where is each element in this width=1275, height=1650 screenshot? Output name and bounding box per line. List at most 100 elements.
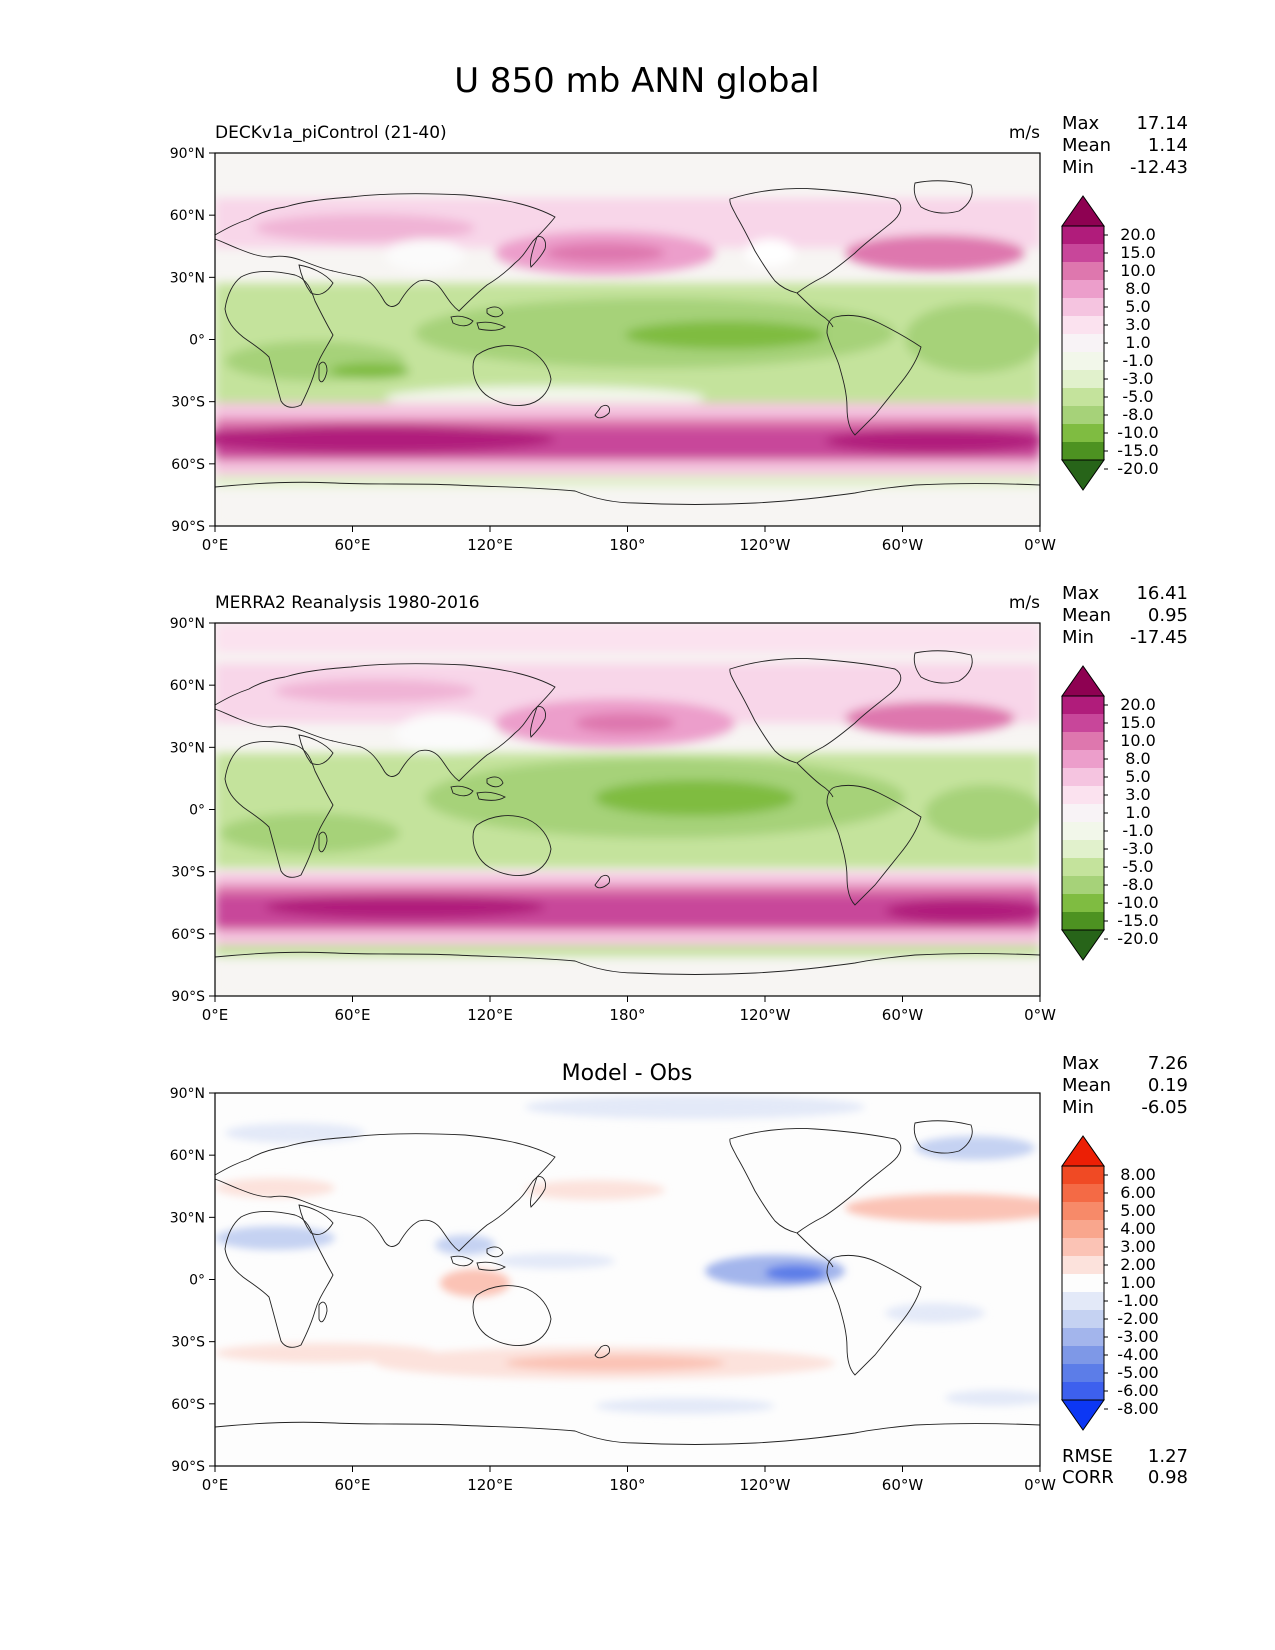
colorbar-segment (1062, 1238, 1104, 1256)
colorbar-extend-bottom (1061, 1399, 1105, 1431)
colorbar-level-label: 3.0 (1125, 785, 1150, 804)
colorbar-level-label: 15.0 (1120, 243, 1156, 262)
colorbar-segment (1062, 442, 1104, 460)
colorbar-segment (1062, 1166, 1104, 1184)
colorbar-segment (1062, 750, 1104, 768)
colorbar-level-label: 4.00 (1120, 1219, 1156, 1238)
lon-tick-label: 120°W (740, 1006, 791, 1024)
colorbar-segment (1062, 298, 1104, 316)
lat-tick-label: 30°S (171, 1335, 205, 1351)
corr-value: 0.98 (1148, 1467, 1188, 1488)
colorbar-level-label: -1.00 (1117, 1291, 1158, 1310)
stat-max-value: 17.14 (1136, 113, 1188, 134)
colorbar-level-label: 6.00 (1120, 1183, 1156, 1202)
colorbar-segment (1062, 1256, 1104, 1274)
stat-mean-label: Mean (1062, 135, 1111, 156)
colorbar-segment (1062, 334, 1104, 352)
stat-max-label: Max (1062, 113, 1100, 134)
colorbar-level-label: -5.0 (1122, 387, 1153, 406)
lat-tick-label: 90°S (171, 989, 205, 1005)
colorbar-level-label: -2.00 (1117, 1309, 1158, 1328)
colorbar-segment (1062, 714, 1104, 732)
lat-tick-label: 90°S (171, 1459, 205, 1475)
lat-tick-label: 90°S (171, 519, 205, 535)
colorbar-level-label: 1.0 (1125, 333, 1150, 352)
lon-tick-label: 120°W (740, 1476, 791, 1494)
colorbar-level-label: -15.0 (1117, 911, 1158, 930)
colorbar-extend-top (1061, 1135, 1105, 1167)
colorbar-segment (1062, 876, 1104, 894)
colorbar-level-label: -1.0 (1122, 821, 1153, 840)
lon-tick-label: 0°W (1024, 1476, 1056, 1494)
lat-tick-label: 60°N (170, 678, 205, 694)
colorbar-level-label: 3.00 (1120, 1237, 1156, 1256)
colorbar-segment (1062, 1310, 1104, 1328)
colorbar-level-label: 20.0 (1120, 225, 1156, 244)
stat-max-label: Max (1062, 583, 1100, 604)
lon-tick-label: 0°W (1024, 536, 1056, 554)
colorbar-segment (1062, 894, 1104, 912)
colorbar-level-label: 5.00 (1120, 1201, 1156, 1220)
lat-tick-label: 60°N (170, 208, 205, 224)
colorbar-segment (1062, 1202, 1104, 1220)
stat-max-value: 16.41 (1136, 583, 1188, 604)
colorbar-level-label: -1.0 (1122, 351, 1153, 370)
lat-tick-label: 30°N (170, 1210, 205, 1226)
lat-tick-label: 90°N (170, 616, 205, 632)
colorbar-level-label: 5.0 (1125, 297, 1150, 316)
colorbar-segment (1062, 696, 1104, 714)
colorbar-segment (1062, 840, 1104, 858)
colorbar-segment (1062, 370, 1104, 388)
colorbar-segment (1062, 768, 1104, 786)
panel-diff: Model - Obs (170, 1053, 1188, 1494)
stat-min-label: Min (1062, 157, 1094, 178)
stat-mean-value: 1.14 (1148, 135, 1188, 156)
stat-mean-value: 0.95 (1148, 605, 1188, 626)
stat-min-label: Min (1062, 1097, 1094, 1118)
colorbar-segment (1062, 262, 1104, 280)
lat-tick-label: 90°N (170, 1086, 205, 1102)
corr-label: CORR (1062, 1467, 1114, 1488)
panel-model-units: m/s (1009, 123, 1040, 143)
colorbar-segment (1062, 1292, 1104, 1310)
lon-tick-label: 0°E (202, 1006, 229, 1024)
colorbar-segment (1062, 352, 1104, 370)
lon-tick-label: 120°W (740, 536, 791, 554)
panel-model-title: DECKv1a_piControl (21-40) (215, 123, 447, 143)
colorbar-level-label: 1.0 (1125, 803, 1150, 822)
stat-mean-label: Mean (1062, 605, 1111, 626)
colorbar-level-label: 10.0 (1120, 731, 1156, 750)
lat-tick-label: 0° (189, 1273, 205, 1289)
colorbar-level-label: -3.0 (1122, 369, 1153, 388)
panel-obs-units: m/s (1009, 593, 1040, 613)
lat-tick-label: 0° (189, 333, 205, 349)
colorbar-extend-top (1061, 195, 1105, 227)
panel-obs-field (215, 623, 1040, 996)
colorbar-extend-bottom (1061, 929, 1105, 961)
stat-min-value: -6.05 (1141, 1097, 1188, 1118)
colorbar-level-label: -8.00 (1117, 1399, 1158, 1418)
stat-min-value: -17.45 (1130, 627, 1188, 648)
colorbar-segment (1062, 406, 1104, 424)
lat-tick-label: 30°S (171, 395, 205, 411)
colorbar-extend-bottom (1061, 459, 1105, 491)
colorbar-segment (1062, 1382, 1104, 1400)
panel-diff-title: Model - Obs (562, 1061, 693, 1086)
colorbar-level-label: 5.0 (1125, 767, 1150, 786)
rmse-label: RMSE (1062, 1446, 1113, 1467)
lon-tick-label: 0°E (202, 536, 229, 554)
colorbar-level-label: 20.0 (1120, 695, 1156, 714)
lon-tick-label: 180° (609, 1006, 645, 1024)
stat-max-label: Max (1062, 1053, 1100, 1074)
colorbar-level-label: -3.00 (1117, 1327, 1158, 1346)
colorbar-segment (1062, 1184, 1104, 1202)
colorbar-level-label: -15.0 (1117, 441, 1158, 460)
colorbar-level-label: 1.00 (1120, 1273, 1156, 1292)
panel-model: DECKv1a_piControl (21-40) m/s (170, 113, 1188, 554)
colorbar-segment (1062, 316, 1104, 334)
colorbar-segment (1062, 732, 1104, 750)
lon-tick-label: 60°W (882, 536, 924, 554)
lon-tick-label: 120°E (467, 536, 513, 554)
colorbar-level-label: -20.0 (1117, 929, 1158, 948)
